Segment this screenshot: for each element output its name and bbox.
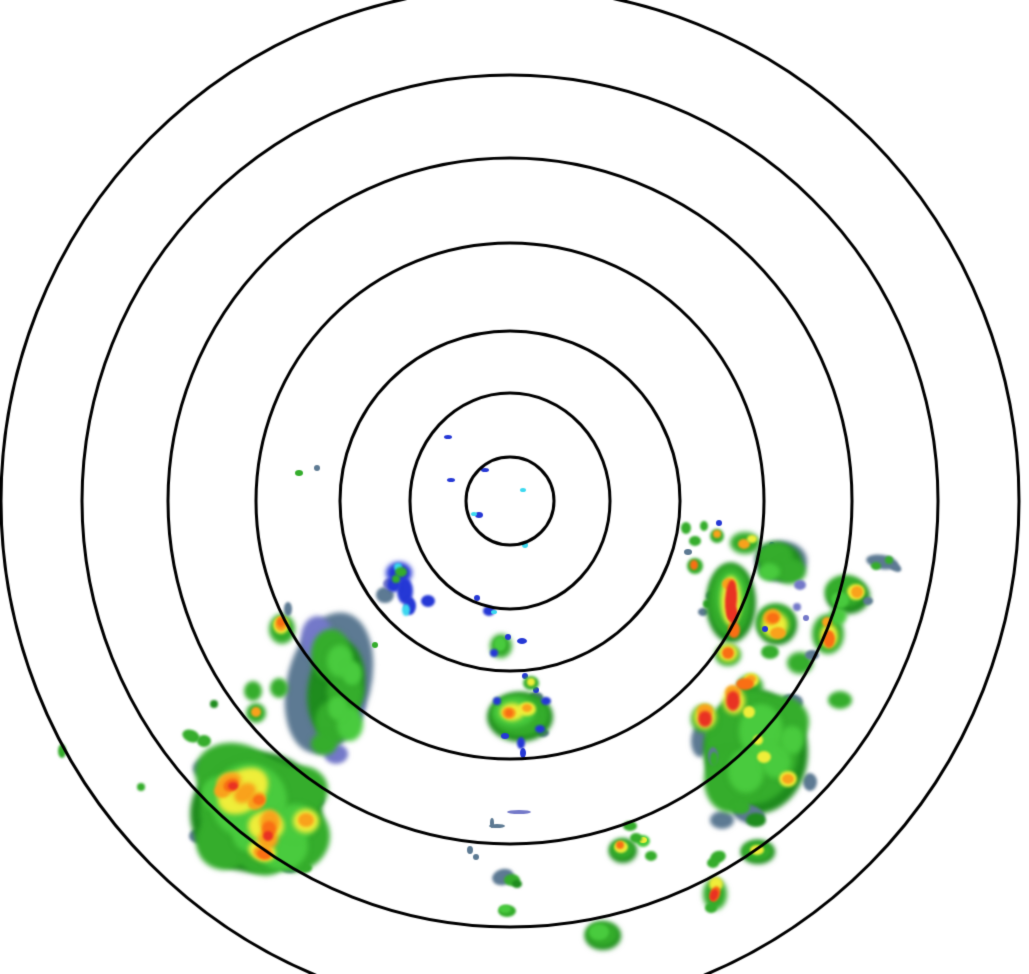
radar-reflectivity-canvas [0, 0, 1029, 974]
radar-display [0, 0, 1029, 974]
